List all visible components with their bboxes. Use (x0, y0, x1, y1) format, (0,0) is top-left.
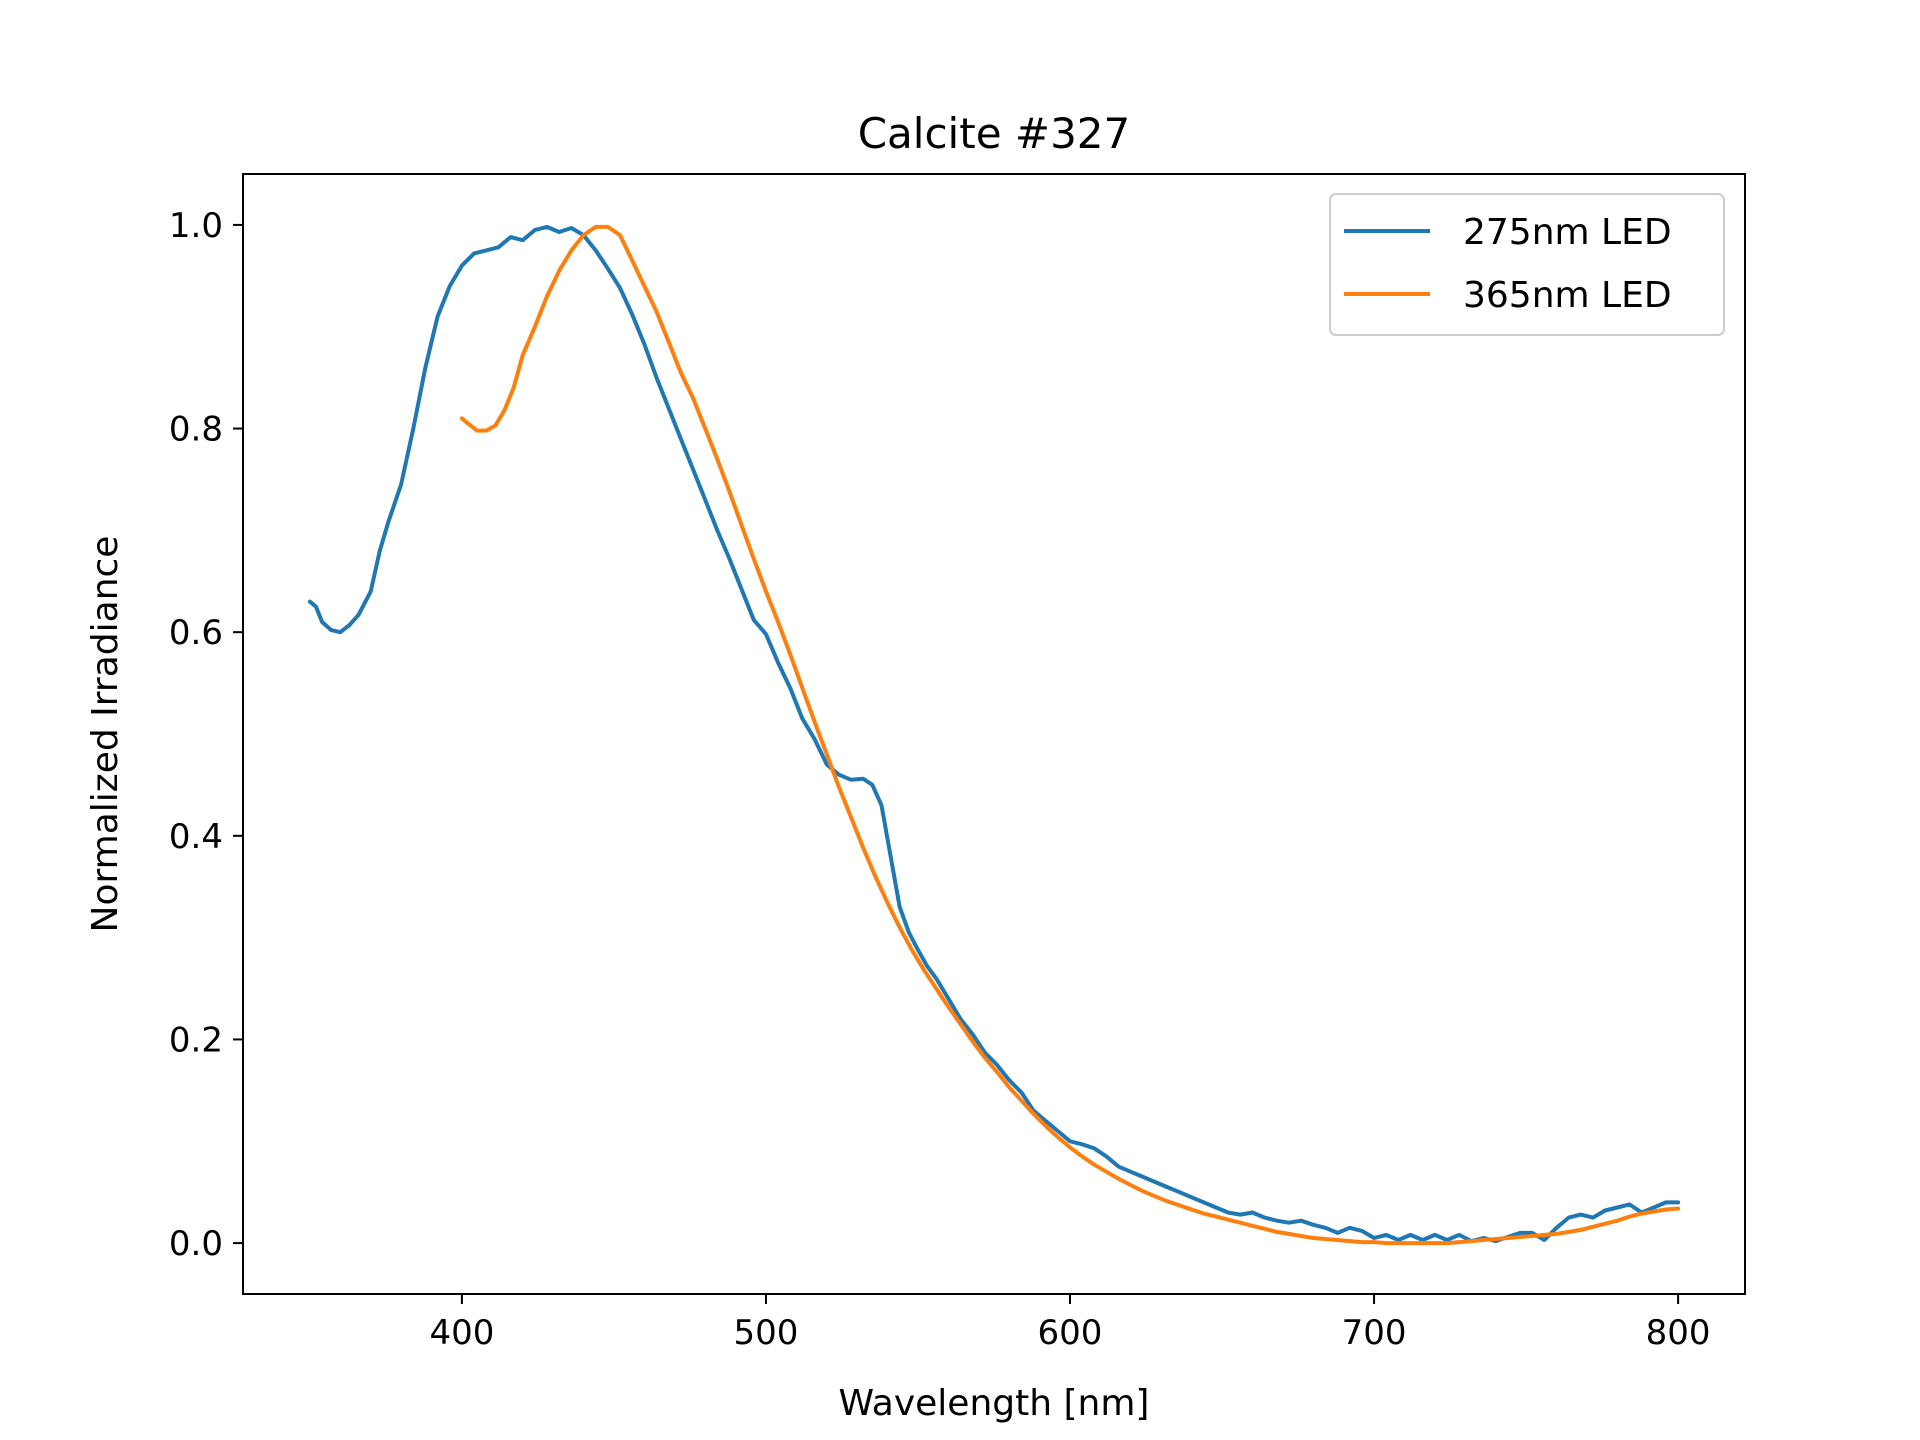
x-tick-label: 500 (734, 1313, 799, 1353)
series-line-2 (459, 224, 1681, 1246)
legend-label-2: 365nm LED (1463, 275, 1672, 316)
y-axis-label: Normalized Irradiance (85, 536, 126, 933)
series-line-1 (307, 224, 1681, 1244)
chart-title: Calcite #327 (858, 109, 1131, 158)
x-tick-label: 800 (1646, 1313, 1711, 1353)
y-axis: 0.0 0.2 0.4 0.6 0.8 1.0 (169, 206, 243, 1264)
y-tick-label: 0.6 (169, 613, 223, 653)
x-tick-label: 700 (1342, 1313, 1407, 1353)
legend-label-1: 275nm LED (1463, 212, 1672, 253)
y-tick-label: 0.2 (169, 1020, 223, 1060)
y-tick-label: 0.8 (169, 410, 223, 450)
plot-frame (242, 173, 1746, 1295)
y-tick-label: 0.4 (169, 817, 223, 857)
x-axis: 400 500 600 700 800 (429, 1294, 1711, 1353)
y-tick-label: 0.0 (169, 1224, 223, 1264)
x-tick-label: 600 (1038, 1313, 1103, 1353)
x-axis-label: Wavelength [nm] (839, 1383, 1150, 1424)
series-layer (307, 224, 1681, 1246)
y-tick-label: 1.0 (169, 206, 223, 246)
legend: 275nm LED 365nm LED (1329, 193, 1725, 336)
x-tick-label: 400 (429, 1313, 494, 1353)
